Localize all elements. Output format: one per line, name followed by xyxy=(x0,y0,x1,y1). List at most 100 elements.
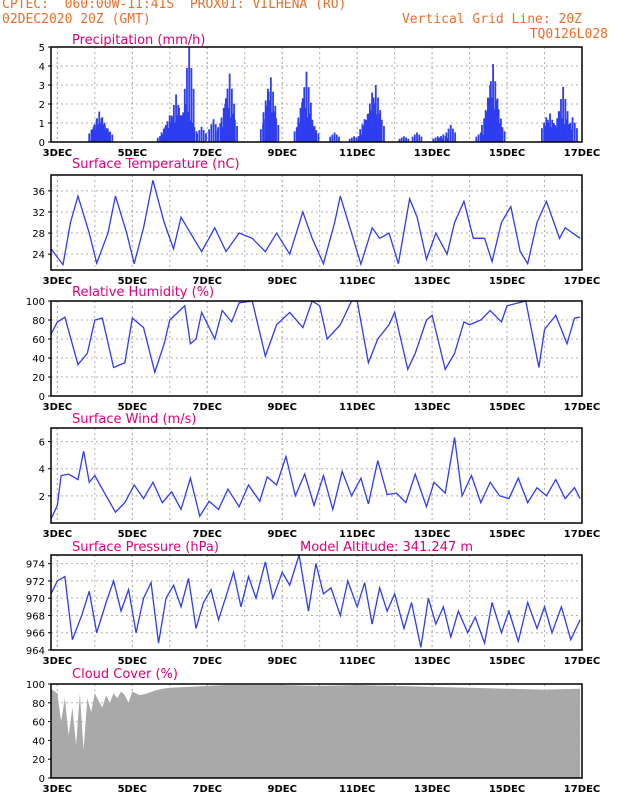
precip-bar xyxy=(378,113,381,142)
precip-bar xyxy=(182,112,185,142)
precip-bar xyxy=(169,122,172,142)
precip-bar xyxy=(454,132,457,142)
precip-bar xyxy=(418,134,421,142)
precip-bar xyxy=(217,127,219,142)
x-tick-label: 9DEC xyxy=(267,529,296,540)
precip-bar xyxy=(275,118,277,142)
precip-bar xyxy=(333,132,336,142)
panel-title: Surface Wind (m/s) xyxy=(72,412,196,427)
precip-bar xyxy=(496,98,499,142)
y-tick-label: 24 xyxy=(32,250,45,261)
precip-bar xyxy=(442,134,445,142)
precip-bar xyxy=(501,127,504,142)
precip-bar xyxy=(188,47,191,142)
precip-bar xyxy=(208,129,211,142)
x-tick-label: 15DEC xyxy=(489,784,525,795)
x-tick-label: 13DEC xyxy=(414,784,450,795)
precip-bar xyxy=(374,126,377,142)
precip-bar xyxy=(160,132,163,142)
precip-bar xyxy=(226,88,229,142)
precip-bar xyxy=(180,120,182,142)
precip-bar xyxy=(331,134,334,142)
precip-bar xyxy=(189,127,191,142)
precip-bar xyxy=(205,133,207,142)
precip-bar xyxy=(484,110,487,142)
precip-bar xyxy=(196,133,199,142)
x-tick-label: 9DEC xyxy=(267,784,296,795)
x-tick-label: 11DEC xyxy=(339,276,375,287)
x-tick-label: 15DEC xyxy=(489,148,525,159)
panel-frame xyxy=(50,683,583,779)
precip-bar xyxy=(338,136,340,142)
precip-bar xyxy=(452,128,454,142)
precip-bar xyxy=(405,137,408,142)
x-tick-label: 15DEC xyxy=(489,656,525,667)
x-tick-label: 3DEC xyxy=(43,402,72,413)
precip-bar xyxy=(164,127,167,142)
precip-bar xyxy=(438,137,441,142)
precip-bar xyxy=(293,131,296,142)
panel-title: Cloud Cover (%) xyxy=(72,667,178,682)
y-tick-label: 2 xyxy=(39,100,45,111)
y-tick-label: 40 xyxy=(32,354,45,365)
precip-bar xyxy=(91,129,94,142)
precip-bar xyxy=(541,128,543,142)
precip-bar xyxy=(167,128,170,142)
precip-bar xyxy=(554,124,556,142)
precip-bar xyxy=(576,128,578,142)
precip-bar xyxy=(214,131,217,142)
series-line xyxy=(50,180,581,267)
x-tick-label: 11DEC xyxy=(339,656,375,667)
precip-bar xyxy=(313,126,315,142)
panel-5: 964 966 968 970 972 974 3DEC 5DEC 7DEC 9DEC 11DEC 1… xyxy=(26,540,600,667)
x-tick-label: 17DEC xyxy=(564,784,600,795)
precip-bar xyxy=(310,130,313,142)
precip-bar xyxy=(573,122,576,142)
precip-bar xyxy=(447,128,450,142)
panel-frame xyxy=(50,174,583,271)
precip-bar xyxy=(374,85,377,142)
precip-bar xyxy=(555,127,557,142)
x-tick-label: 17DEC xyxy=(564,529,600,540)
x-tick-label: 9DEC xyxy=(267,148,296,159)
precip-bar xyxy=(361,124,364,142)
precip-bar xyxy=(357,136,360,142)
precip-bar xyxy=(544,126,547,142)
precip-bar xyxy=(550,127,553,142)
precip-bar xyxy=(106,128,109,142)
precip-bar xyxy=(562,86,565,142)
x-tick-label: 7DEC xyxy=(193,402,222,413)
precip-bar xyxy=(220,117,223,142)
series-line xyxy=(50,300,581,375)
precip-bar xyxy=(297,117,300,142)
x-tick-label: 13DEC xyxy=(414,276,450,287)
x-tick-label: 17DEC xyxy=(564,276,600,287)
x-tick-label: 13DEC xyxy=(414,656,450,667)
header-location: CPTEC: 060:00W-11:41S PROX01: VILHENA (R… xyxy=(2,0,347,12)
x-tick-label: 11DEC xyxy=(339,529,375,540)
precip-bar xyxy=(335,134,338,142)
precip-bar xyxy=(398,138,401,142)
precip-bar xyxy=(557,111,560,142)
precip-bar xyxy=(193,127,196,142)
precip-bar xyxy=(307,119,309,142)
y-tick-label: 4 xyxy=(39,62,45,73)
y-tick-label: 2 xyxy=(39,492,45,503)
precip-bar xyxy=(407,138,410,142)
precip-bar xyxy=(233,119,236,142)
precip-bar xyxy=(383,126,385,142)
header-init-time: 02DEC2020 20Z (GMT) xyxy=(2,12,151,27)
panel-frame xyxy=(50,427,583,524)
x-tick-label: 15DEC xyxy=(489,276,525,287)
precip-bar xyxy=(413,134,416,142)
precip-bar xyxy=(269,77,272,142)
series-line xyxy=(50,437,581,520)
panel-6: 0 20 40 60 80 100 3DEC 5DEC 7DEC 9DEC 11DEC 13DEC 15… xyxy=(26,667,600,795)
y-tick-label: 972 xyxy=(26,577,45,588)
x-tick-label: 7DEC xyxy=(193,148,222,159)
precip-bar xyxy=(192,88,195,142)
precip-bar xyxy=(568,124,571,142)
precip-bar xyxy=(400,137,403,142)
precip-bar xyxy=(566,119,568,142)
x-tick-label: 13DEC xyxy=(414,529,450,540)
